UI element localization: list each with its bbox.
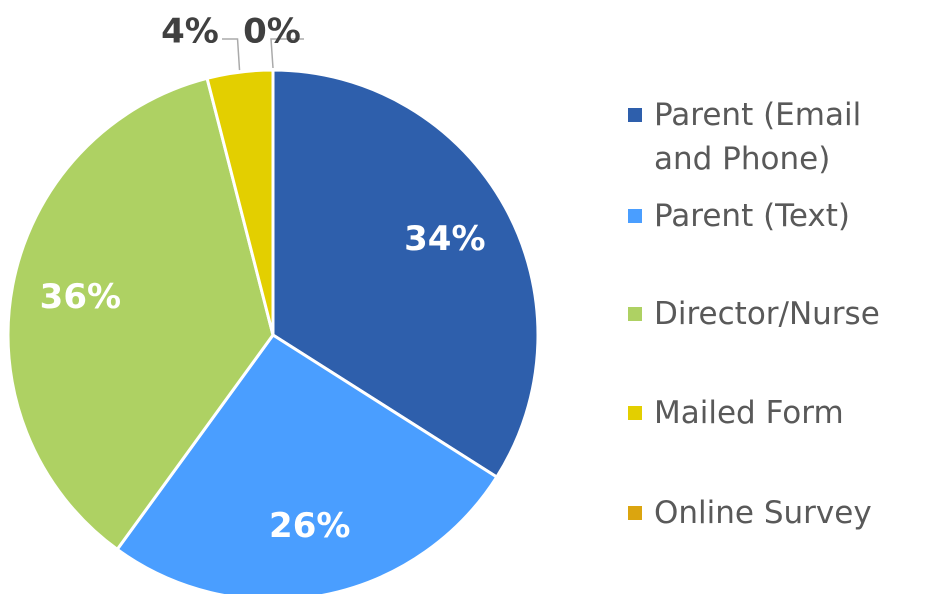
legend-label: Director/Nurse bbox=[654, 296, 880, 332]
pie-slice bbox=[271, 68, 540, 479]
legend-swatch bbox=[628, 406, 642, 420]
legend-label: Parent (Text) bbox=[654, 198, 850, 234]
legend-label: Online Survey bbox=[654, 495, 872, 531]
legend-item: Online Survey bbox=[628, 491, 928, 535]
legend-item: Director/Nurse bbox=[628, 292, 928, 336]
data-label: 4% bbox=[161, 12, 219, 52]
data-label: 36% bbox=[40, 277, 121, 317]
pie-slice bbox=[115, 333, 499, 594]
data-label: 26% bbox=[269, 506, 350, 546]
legend-swatch bbox=[628, 307, 642, 321]
data-label: 0% bbox=[243, 12, 301, 52]
leader-line bbox=[270, 38, 304, 69]
legend-label: Parent (Email and Phone) bbox=[654, 97, 862, 177]
data-label: 34% bbox=[404, 219, 485, 259]
legend-swatch bbox=[628, 108, 642, 122]
pie-area: 34% 26% 36% 4% 0% bbox=[6, 12, 540, 594]
leader-line bbox=[222, 38, 241, 71]
legend-item: Parent (Email and Phone) bbox=[628, 93, 928, 181]
legend-label: Mailed Form bbox=[654, 395, 844, 431]
legend-item: Mailed Form bbox=[628, 391, 928, 435]
legend-swatch bbox=[628, 506, 642, 520]
pie-slice bbox=[6, 76, 275, 551]
legend-swatch bbox=[628, 209, 642, 223]
legend-item: Parent (Text) bbox=[628, 194, 928, 238]
